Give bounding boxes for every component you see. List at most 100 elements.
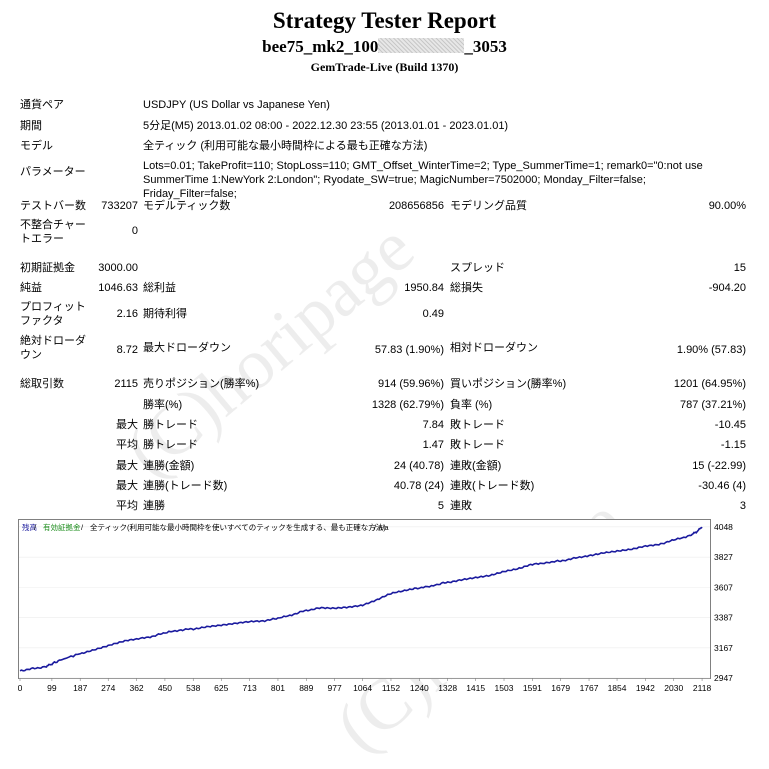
avg-win-label: 勝トレード <box>143 439 198 451</box>
x-tick-label: 2118 <box>693 683 712 693</box>
average-prefix: 平均 <box>116 439 138 451</box>
period-label: 期間 <box>20 120 42 132</box>
x-tick-label: 1767 <box>580 683 599 693</box>
avg-win-value: 1.47 <box>422 439 444 451</box>
x-tick-label: 1415 <box>466 683 485 693</box>
y-tick-label: 4048 <box>714 522 733 532</box>
cons-loss-label: 連敗(金額) <box>450 460 502 472</box>
y-tick-label: 3387 <box>714 613 733 623</box>
x-tick-label: 2030 <box>664 683 683 693</box>
x-tick-label: 801 <box>271 683 285 693</box>
mismatch-value: 0 <box>131 225 138 237</box>
x-tick-label: 1854 <box>608 683 627 693</box>
expected-label: 期待利得 <box>143 308 187 320</box>
trades-value: 2115 <box>114 378 138 390</box>
cons-profit-value: 40.78 (24) <box>393 480 444 492</box>
x-tick-label: 1328 <box>438 683 457 693</box>
x-tick-label: 450 <box>158 683 172 693</box>
y-tick-label: 3607 <box>714 582 733 592</box>
netprofit-value: 1046.63 <box>98 282 138 294</box>
balance-line <box>19 526 703 672</box>
legend-separator-2: / <box>81 523 84 532</box>
legend-separator: / <box>34 523 37 532</box>
x-tick-label: 1152 <box>382 683 401 693</box>
avg-loss-value: -1.15 <box>720 439 746 451</box>
max-cons-amount-prefix: 最大 <box>116 480 138 492</box>
cons-lossamt-label: 連敗(トレード数) <box>450 480 535 492</box>
lossrate-value: 787 (37.21%) <box>679 399 746 411</box>
bars-value: 733207 <box>101 200 138 212</box>
grossprofit-value: 1950.84 <box>404 282 444 294</box>
max-cons-prefix: 最大 <box>116 460 138 472</box>
long-value: 1201 (64.95%) <box>673 378 746 390</box>
cons-lossamt-value: -30.46 (4) <box>698 480 746 492</box>
y-tick-label: 3827 <box>714 552 733 562</box>
symbol-label: 通貨ペア <box>20 99 64 111</box>
spread-value: 15 <box>733 262 746 274</box>
params-label: パラメーター <box>20 166 86 178</box>
model-value: 全ティック (利用可能な最小時間枠による最も正確な方法) <box>143 140 428 152</box>
short-value: 914 (59.96%) <box>377 378 444 390</box>
ticks-value: 208656856 <box>388 200 444 212</box>
x-tick-label: 99 <box>47 683 57 693</box>
x-tick-label: 362 <box>129 683 143 693</box>
winrate-value: 1328 (62.79%) <box>371 399 444 411</box>
period-value: 5分足(M5) 2013.01.02 08:00 - 2022.12.30 23… <box>143 120 509 132</box>
largest-win-value: 7.84 <box>422 419 444 431</box>
trades-label: 総取引数 <box>20 378 64 390</box>
model-label: モデル <box>20 140 53 152</box>
balance-chart: 2947 3167 3387 3607 3827 4048 0 99 187 274 362 450… <box>18 519 733 693</box>
pf-label: プロフィットファクタ <box>20 301 86 327</box>
grossprofit-label: 総利益 <box>143 282 176 294</box>
largest-loss-label: 敗トレード <box>450 419 505 431</box>
x-tick-label: 889 <box>299 683 313 693</box>
x-tick-label: 0 <box>18 683 23 693</box>
legend-model: 全ティック(利用可能な最小時間枠を使いすべてのティックを生成する、最も正確な方法… <box>90 522 386 532</box>
params-value: Lots=0.01; TakeProfit=110; StopLoss=110;… <box>143 160 703 200</box>
mismatch-label: 不整合チャートエラー <box>20 219 86 245</box>
report-title: Strategy Tester Report <box>272 8 497 33</box>
x-tick-label: 1591 <box>523 683 542 693</box>
absdd-label: 絶対ドローダウン <box>20 335 86 361</box>
ea-name-prefix: bee75_mk2_100 <box>262 37 379 56</box>
avg-cons-win-label: 連勝 <box>143 500 165 512</box>
x-tick-label: 1240 <box>410 683 429 693</box>
largest-win-label: 勝トレード <box>143 419 198 431</box>
ea-name: bee75_mk2_100 _3053 <box>0 37 769 57</box>
cons-win-value: 24 (40.78) <box>393 460 444 472</box>
netprofit-label: 純益 <box>20 282 42 294</box>
quality-label: モデリング品質 <box>450 200 527 212</box>
avg-cons-win-value: 5 <box>437 500 444 512</box>
cons-win-label: 連勝(金額) <box>143 460 195 472</box>
pf-value: 2.16 <box>116 308 138 320</box>
deposit-label: 初期証拠金 <box>20 262 75 274</box>
avg-cons-prefix: 平均 <box>116 500 138 512</box>
cons-loss-value: 15 (-22.99) <box>692 460 746 472</box>
x-tick-label: 713 <box>243 683 257 693</box>
ticks-label: モデルティック数 <box>143 200 231 212</box>
lossrate-label: 負率 (%) <box>450 399 493 411</box>
quality-value: 90.00% <box>708 200 746 212</box>
legend-equity: 有効証拠金 <box>43 522 81 532</box>
build-info: GemTrade-Live (Build 1370) <box>310 60 459 74</box>
x-tick-label: 1679 <box>551 683 570 693</box>
x-tick-label: 1064 <box>353 683 372 693</box>
largest-loss-value: -10.45 <box>714 419 746 431</box>
x-tick-label: 1942 <box>636 683 655 693</box>
bars-label: テストバー数 <box>20 200 86 212</box>
deposit-value: 3000.00 <box>98 262 138 274</box>
winrate-label: 勝率(%) <box>143 399 183 411</box>
avg-cons-loss-label: 連敗 <box>450 500 472 512</box>
legend-balance: 残高 <box>22 522 37 532</box>
chart-border <box>18 519 711 679</box>
x-tick-label: 625 <box>214 683 228 693</box>
cons-profit-label: 連勝(トレード数) <box>143 480 228 492</box>
x-tick-label: 538 <box>186 683 200 693</box>
long-label: 買いポジション(勝率%) <box>450 378 567 390</box>
maxdd-label: 最大ドローダウン <box>143 342 231 354</box>
ea-name-suffix: _3053 <box>464 37 507 56</box>
reldd-value: 1.90% (57.83) <box>676 344 746 356</box>
avg-cons-loss-value: 3 <box>739 500 746 512</box>
y-tick-label: 2947 <box>714 673 733 683</box>
x-tick-label: 1503 <box>495 683 514 693</box>
